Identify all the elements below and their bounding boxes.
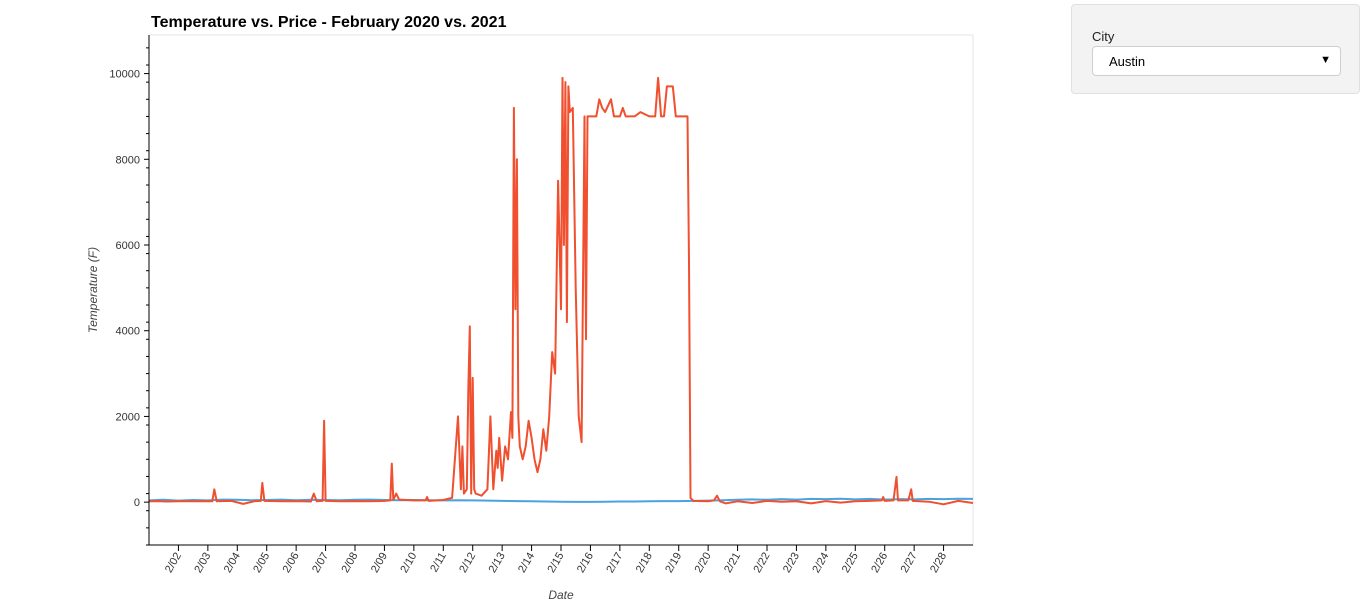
x-tick-label: 2/10: [398, 551, 419, 576]
y-tick-label: 10000: [109, 69, 140, 81]
x-tick-label: 2/04: [222, 551, 243, 576]
chevron-down-icon: ▼: [1320, 54, 1331, 66]
x-tick-label: 2/03: [192, 551, 213, 576]
x-tick-label: 2/20: [693, 551, 714, 576]
y-tick-label: 8000: [116, 154, 140, 166]
x-tick-label: 2/25: [840, 551, 861, 576]
x-tick-label: 2/27: [899, 551, 920, 576]
chart-title: Temperature vs. Price - February 2020 vs…: [151, 14, 507, 31]
x-tick-label: 2/19: [663, 551, 684, 576]
city-select[interactable]: Austin ▼: [1092, 46, 1341, 76]
x-tick-label: 2/17: [604, 551, 625, 576]
y-axis-label: Temperature (F): [86, 247, 100, 333]
x-tick-label: 2/23: [781, 551, 802, 576]
x-axis-label: Date: [548, 588, 574, 602]
city-widget-panel: City Austin ▼: [1071, 4, 1360, 94]
x-tick-label: 2/21: [722, 551, 743, 576]
x-tick-label: 2/12: [457, 551, 478, 576]
x-tick-label: 2/24: [810, 551, 831, 576]
x-tick-label: 2/16: [575, 551, 596, 576]
x-tick-label: 2/26: [869, 551, 890, 576]
x-tick-label: 2/09: [369, 551, 390, 576]
series-line-2: [148, 76, 974, 506]
city-label: City: [1092, 29, 1115, 44]
x-tick-label: 2/07: [310, 551, 331, 576]
series-line-1: [148, 497, 974, 503]
x-tick-label: 2/02: [163, 551, 184, 576]
x-tick-label: 2/05: [251, 551, 272, 576]
y-tick-label: 4000: [116, 326, 140, 338]
x-tick-label: 2/06: [281, 551, 302, 576]
x-tick-label: 2/08: [339, 551, 360, 576]
y-axis-ticks: 0 2000 4000 6000 8000 10000: [109, 47, 149, 546]
x-tick-label: 2/13: [487, 551, 508, 576]
series-layer: [148, 76, 974, 506]
x-tick-label: 2/14: [516, 551, 537, 576]
x-tick-label: 2/22: [751, 551, 772, 576]
x-tick-label: 2/15: [545, 551, 566, 576]
x-tick-label: 2/11: [428, 551, 449, 575]
y-tick-label: 6000: [116, 240, 140, 252]
x-tick-label: 2/18: [634, 551, 655, 576]
y-tick-label: 2000: [116, 411, 140, 423]
city-select-value: Austin: [1109, 54, 1146, 69]
x-tick-label: 2/28: [928, 551, 949, 576]
x-axis-ticks: 2/02 2/03 2/04 2/05 2/06 2/07 2/08 2/09 2/10 2/11…: [163, 545, 949, 575]
y-tick-label: 0: [134, 497, 140, 509]
